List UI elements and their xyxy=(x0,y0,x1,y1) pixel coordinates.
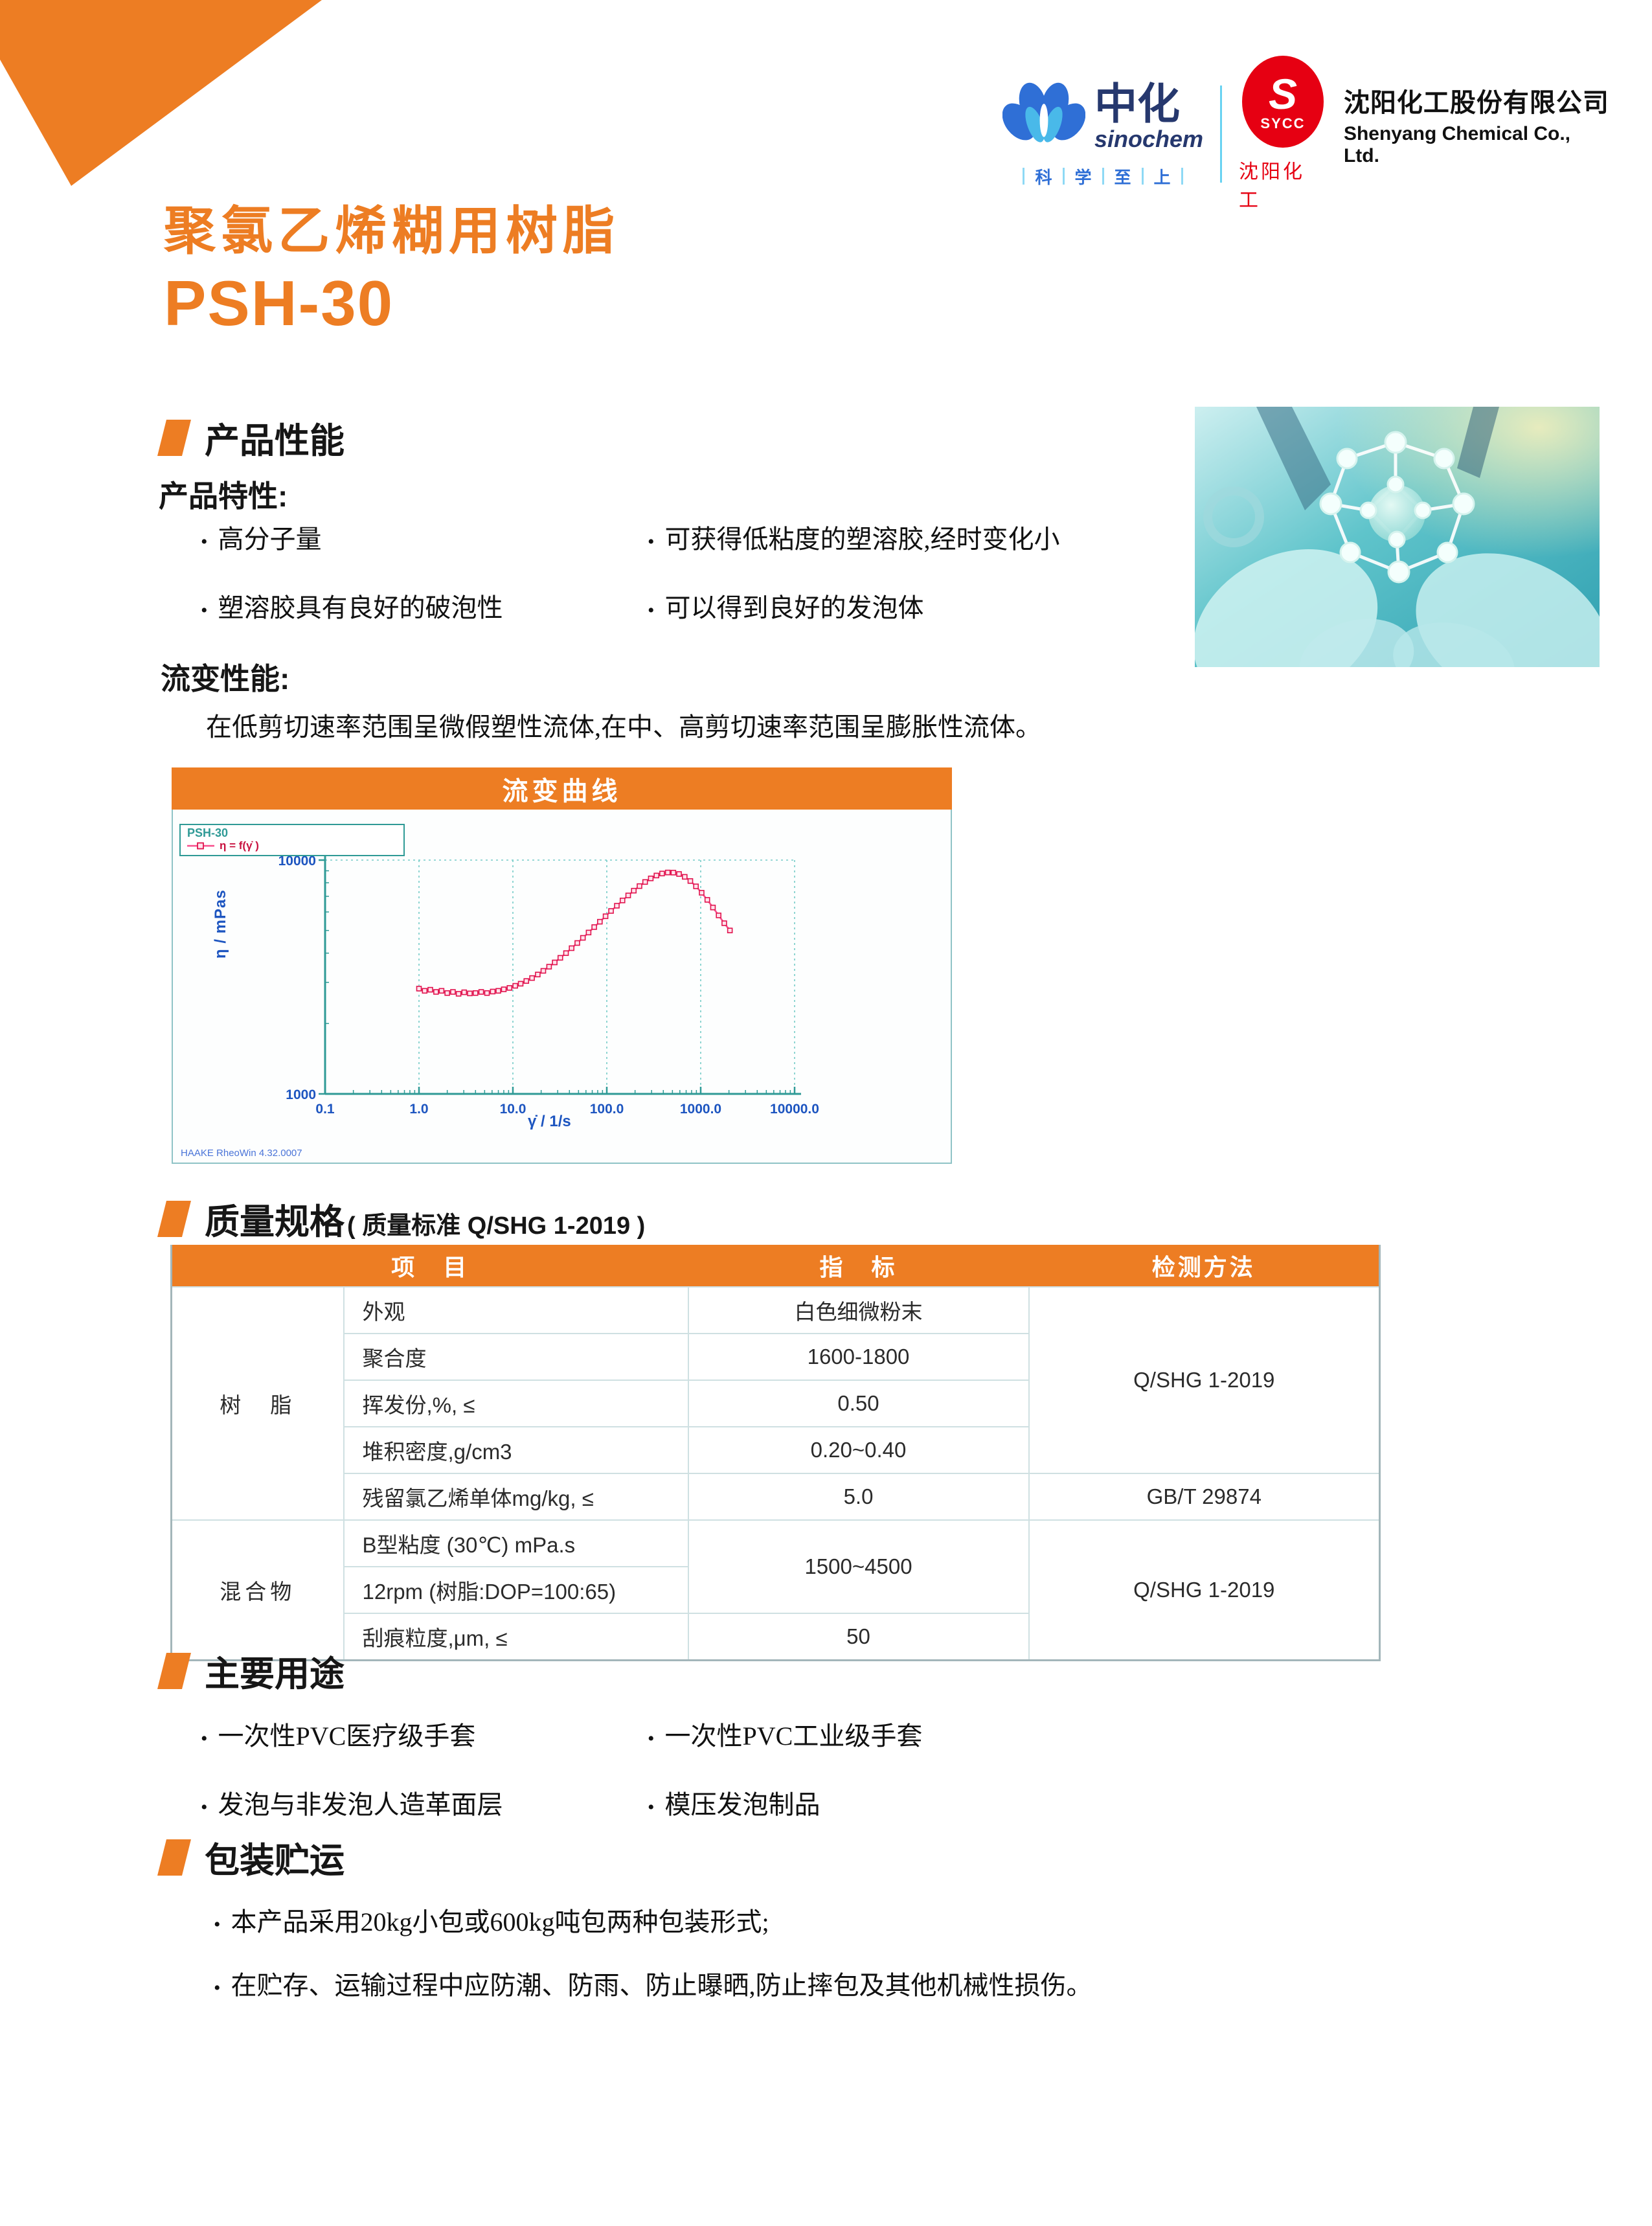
list-item: • 塑溶胶具有良好的破泡性 xyxy=(201,593,503,622)
section-marker-icon xyxy=(157,1839,191,1876)
legend-entry-label: η = f(γ̇ ) xyxy=(220,839,259,852)
sinochem-lotus-icon xyxy=(1002,82,1085,142)
legend-marker-icon xyxy=(187,842,214,850)
rheology-chart-panel: 流变曲线 0.1 1.0 10.0 100.0 1000.0 10000.0 10000 10… xyxy=(172,767,952,1164)
sinochem-logo: 中化 sinochem 科 学 至 上 xyxy=(1002,80,1203,188)
section-uses-heading: 主要用途 xyxy=(157,1645,345,1696)
list-item: • 在贮存、运输过程中应防潮、防雨、防止曝晒,防止摔包及其他机械性损伤。 xyxy=(214,1971,1092,2000)
spec-cell-item: 残留氯乙烯单体mg/kg, ≤ xyxy=(343,1473,689,1521)
chart-legend: PSH-30 η = f(γ̇ ) xyxy=(179,824,405,856)
section-marker-icon xyxy=(157,1652,191,1689)
spec-cell-method: Q/SHG 1-2019 xyxy=(1028,1519,1381,1661)
sycc-cn-label: 沈阳化工 xyxy=(1239,161,1306,211)
spec-cell-method: Q/SHG 1-2019 xyxy=(1028,1286,1381,1474)
list-item: • 发泡与非发泡人造革面层 xyxy=(201,1790,503,1819)
spec-column-header: 项 目 xyxy=(171,1245,688,1287)
list-item: • 高分子量 xyxy=(201,525,322,554)
chart-x-axis-label: γ̇ / 1/s xyxy=(528,1113,571,1130)
sinochem-en-label: sinochem xyxy=(1094,125,1204,152)
spec-column-header: 检测方法 xyxy=(1028,1245,1380,1287)
company-name-en: Shenyang Chemical Co., Ltd. xyxy=(1343,123,1571,166)
sycc-s-glyph: S xyxy=(1268,70,1297,118)
list-item: • 本产品采用20kg小包或600kg吨包两种包装形式; xyxy=(214,1907,769,1936)
spec-cell-value: 0.20~0.40 xyxy=(687,1426,1030,1474)
corner-accent-shape xyxy=(0,0,322,186)
list-item: • 一次性PVC医疗级手套 xyxy=(201,1721,476,1751)
svg-text:0.1: 0.1 xyxy=(315,1102,335,1117)
list-item: • 可以得到良好的发泡体 xyxy=(648,593,924,622)
spec-cell-item: 12rpm (树脂:DOP=100:65) xyxy=(343,1566,689,1614)
list-item: • 可获得低粘度的塑溶胶,经时变化小 xyxy=(648,525,1060,554)
section-marker-icon xyxy=(157,1200,191,1237)
product-model: PSH-30 xyxy=(164,267,394,339)
sycc-abbr-label: SYCC xyxy=(1260,115,1306,131)
svg-text:100.0: 100.0 xyxy=(590,1102,624,1117)
rheology-curve-chart: 0.1 1.0 10.0 100.0 1000.0 10000.0 10000 1000 xyxy=(278,854,819,1117)
section-performance-heading: 产品性能 xyxy=(157,412,345,463)
sycc-icon: S SYCC xyxy=(1241,56,1324,148)
spec-table: 项 目指 标检测方法树 脂外观 白色细微粉末 Q/SHG 1-2019 聚合度 1600… xyxy=(170,1245,1381,1661)
spec-cell-value: 1500~4500 xyxy=(687,1519,1030,1614)
product-title: 聚氯乙烯糊用树脂 xyxy=(164,202,620,260)
svg-text:1.0: 1.0 xyxy=(409,1102,428,1117)
section-title: 产品性能 xyxy=(205,422,345,460)
brand-header: 中化 sinochem 科 学 至 上 S SYCC 沈阳化工 沈阳化工股份有限… xyxy=(1002,56,1611,211)
svg-text:10000.0: 10000.0 xyxy=(770,1102,819,1117)
company-name-block: 沈阳化工股份有限公司 Shenyang Chemical Co., Ltd. xyxy=(1344,82,1611,167)
section-marker-icon xyxy=(157,419,191,456)
section-title: 包装贮运 xyxy=(205,1841,345,1880)
svg-text:10000: 10000 xyxy=(278,854,316,869)
section-spec-heading: 质量规格 ( 质量标准 Q/SHG 1-2019 ) xyxy=(157,1193,646,1244)
logo-divider xyxy=(1220,85,1223,183)
spec-cell-item: 聚合度 xyxy=(343,1333,689,1381)
spec-cell-group: 树 脂 xyxy=(170,1286,345,1521)
spec-cell-value: 0.50 xyxy=(687,1380,1030,1427)
features-label: 产品特性: xyxy=(159,479,288,513)
spec-cell-group: 混合物 xyxy=(170,1519,345,1661)
spec-cell-item: 外观 xyxy=(343,1286,689,1334)
list-item: • 一次性PVC工业级手套 xyxy=(648,1721,923,1751)
spec-cell-item: 挥发份,%, ≤ xyxy=(343,1380,689,1427)
uses-list: • 一次性PVC医疗级手套 • 一次性PVC工业级手套 • 发泡与非发泡人造革面层 •… xyxy=(201,1715,1159,1821)
section-packaging-heading: 包装贮运 xyxy=(157,1832,345,1883)
chart-y-axis-label: η / mPas xyxy=(212,889,229,959)
sinochem-cn-label: 中化 xyxy=(1094,79,1180,128)
list-item: • 模压发泡制品 xyxy=(648,1790,820,1819)
legend-series-name: PSH-30 xyxy=(187,826,229,839)
spec-table-wrap: 项 目指 标检测方法树 脂外观 白色细微粉末 Q/SHG 1-2019 聚合度 1600… xyxy=(170,1245,1381,1661)
spec-cell-item: 刮痕粒度,μm, ≤ xyxy=(343,1613,689,1661)
sycc-logo: S SYCC 沈阳化工 xyxy=(1239,56,1327,212)
spec-cell-value: 白色细微粉末 xyxy=(687,1286,1030,1334)
spec-cell-value: 50 xyxy=(687,1613,1030,1661)
svg-text:10.0: 10.0 xyxy=(500,1102,526,1117)
company-name-cn: 沈阳化工股份有限公司 xyxy=(1343,89,1609,117)
photo-illustration xyxy=(1195,407,1600,667)
section-title: 质量规格 xyxy=(205,1203,345,1242)
svg-text:1000: 1000 xyxy=(286,1087,316,1102)
svg-text:1000.0: 1000.0 xyxy=(680,1102,721,1117)
spec-cell-item: B型粘度 (30℃) mPa.s xyxy=(343,1519,689,1567)
chart-title-bar: 流变曲线 xyxy=(172,767,952,810)
spec-column-header: 指 标 xyxy=(688,1245,1029,1287)
spec-cell-value: 5.0 xyxy=(687,1473,1030,1521)
spec-cell-item: 堆积密度,g/cm3 xyxy=(343,1426,689,1474)
section-title-note: ( 质量标准 Q/SHG 1-2019 ) xyxy=(347,1212,646,1240)
rheology-description: 在低剪切速率范围呈微假塑性流体,在中、高剪切速率范围呈膨胀性流体。 xyxy=(206,712,1041,742)
features-list: • 高分子量 • 可获得低粘度的塑溶胶,经时变化小 • 塑溶胶具有良好的破泡性 • 可以… xyxy=(201,518,1159,624)
chart-watermark: HAAKE RheoWin 4.32.0007 xyxy=(181,1148,302,1159)
product-photo xyxy=(1195,407,1600,667)
chart-title: 流变曲线 xyxy=(502,777,622,806)
rheology-label: 流变性能: xyxy=(161,662,290,696)
spec-cell-method: GB/T 29874 xyxy=(1028,1473,1381,1521)
section-title: 主要用途 xyxy=(205,1655,345,1694)
sinochem-tagline: 科 学 至 上 xyxy=(1023,165,1183,188)
spec-cell-value: 1600-1800 xyxy=(687,1333,1030,1381)
chart-plot-area: 0.1 1.0 10.0 100.0 1000.0 10000.0 10000 1000 PS… xyxy=(172,810,952,1164)
